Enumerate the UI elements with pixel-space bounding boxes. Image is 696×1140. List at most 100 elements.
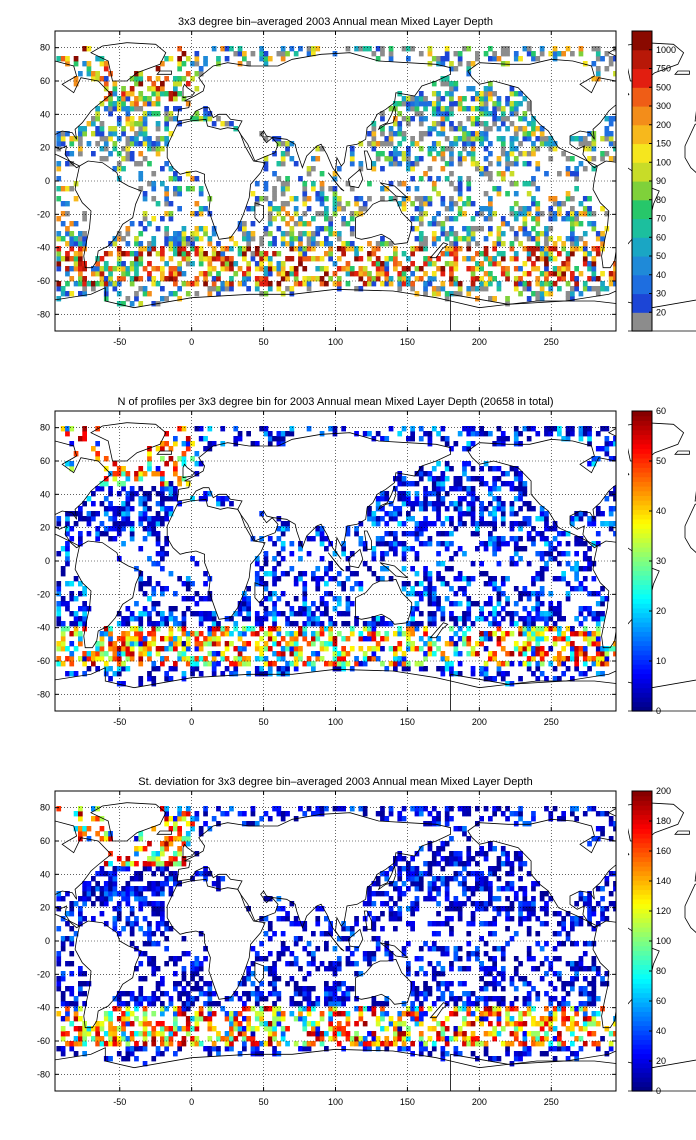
data-cell xyxy=(582,286,588,292)
data-cell xyxy=(280,1036,286,1042)
data-cell xyxy=(608,1041,614,1047)
data-cell xyxy=(82,516,87,522)
coastline xyxy=(254,202,265,224)
data-cell xyxy=(324,566,329,572)
data-cell xyxy=(565,1056,571,1062)
data-cell xyxy=(522,491,528,497)
data-cell xyxy=(470,1021,476,1027)
data-cell xyxy=(246,231,251,237)
data-cell xyxy=(431,276,437,282)
data-cell xyxy=(194,71,200,77)
data-cell xyxy=(138,501,144,507)
data-cell xyxy=(82,1041,87,1047)
data-cell xyxy=(358,536,364,542)
data-cell xyxy=(444,476,450,482)
data-cell xyxy=(121,641,126,647)
data-cell xyxy=(552,51,558,57)
data-cell xyxy=(358,271,364,277)
data-cell xyxy=(470,441,476,447)
data-cell xyxy=(95,1021,100,1027)
data-cell xyxy=(375,1016,381,1022)
data-cell xyxy=(207,271,213,277)
data-cell xyxy=(362,656,368,662)
data-cell xyxy=(548,616,554,622)
data-cell xyxy=(349,1036,355,1042)
data-cell xyxy=(95,1026,100,1032)
data-cell xyxy=(82,611,87,617)
data-cell xyxy=(509,106,515,112)
data-cell xyxy=(190,261,195,267)
data-cell xyxy=(224,121,230,127)
data-cell xyxy=(151,666,157,672)
data-cell xyxy=(302,251,308,257)
data-cell xyxy=(406,511,411,517)
data-cell xyxy=(160,516,165,522)
data-cell xyxy=(531,1021,536,1027)
data-cell xyxy=(134,631,139,637)
data-cell xyxy=(595,431,601,437)
data-cell xyxy=(108,1056,113,1062)
data-cell xyxy=(431,221,437,227)
data-cell xyxy=(155,76,161,82)
data-cell xyxy=(155,111,161,117)
data-cell xyxy=(190,231,195,237)
data-cell xyxy=(358,661,364,667)
data-cell xyxy=(229,631,234,637)
data-cell xyxy=(237,611,243,617)
data-cell xyxy=(393,251,398,257)
data-cell xyxy=(436,151,441,157)
data-cell xyxy=(116,521,122,527)
data-cell xyxy=(95,441,100,447)
data-cell xyxy=(587,1021,592,1027)
data-cell xyxy=(160,661,165,667)
data-cell xyxy=(73,196,79,202)
data-cell xyxy=(539,586,545,592)
data-cell xyxy=(518,546,523,552)
data-cell xyxy=(242,51,247,57)
data-cell xyxy=(475,476,480,482)
data-cell xyxy=(436,531,441,537)
data-cell xyxy=(449,446,454,452)
data-cell xyxy=(125,616,131,622)
data-cell xyxy=(216,286,221,292)
data-cell xyxy=(354,1036,359,1042)
data-cell xyxy=(539,591,545,597)
data-cell xyxy=(229,1041,234,1047)
data-cell xyxy=(328,216,333,222)
data-cell xyxy=(99,1021,105,1027)
data-cell xyxy=(224,666,230,672)
data-cell xyxy=(168,241,174,247)
data-cell xyxy=(440,501,446,507)
data-cell xyxy=(591,591,597,597)
data-cell xyxy=(142,611,148,617)
data-cell xyxy=(462,471,467,477)
data-cell xyxy=(164,586,169,592)
data-cell xyxy=(138,131,144,137)
data-cell xyxy=(531,181,536,187)
data-cell xyxy=(164,516,169,522)
data-cell xyxy=(470,646,476,652)
data-cell xyxy=(440,1056,446,1062)
data-cell xyxy=(427,101,433,107)
data-cell xyxy=(449,101,454,107)
data-cell xyxy=(280,666,286,672)
data-cell xyxy=(539,571,545,577)
data-cell xyxy=(302,636,308,642)
x-tick-label: 100 xyxy=(328,337,343,347)
data-cell xyxy=(341,1026,346,1032)
data-cell xyxy=(613,491,618,497)
y-tick-label: 60 xyxy=(40,76,50,86)
data-cell xyxy=(578,621,584,627)
data-cell xyxy=(198,631,204,637)
data-cell xyxy=(233,436,239,442)
data-cell xyxy=(470,131,476,137)
data-cell xyxy=(466,181,472,187)
data-cell xyxy=(492,606,497,612)
data-cell xyxy=(531,591,536,597)
data-cell xyxy=(509,1031,515,1037)
data-cell xyxy=(358,256,364,262)
data-cell xyxy=(444,581,450,587)
coastline xyxy=(176,52,452,180)
data-cell xyxy=(518,116,523,122)
